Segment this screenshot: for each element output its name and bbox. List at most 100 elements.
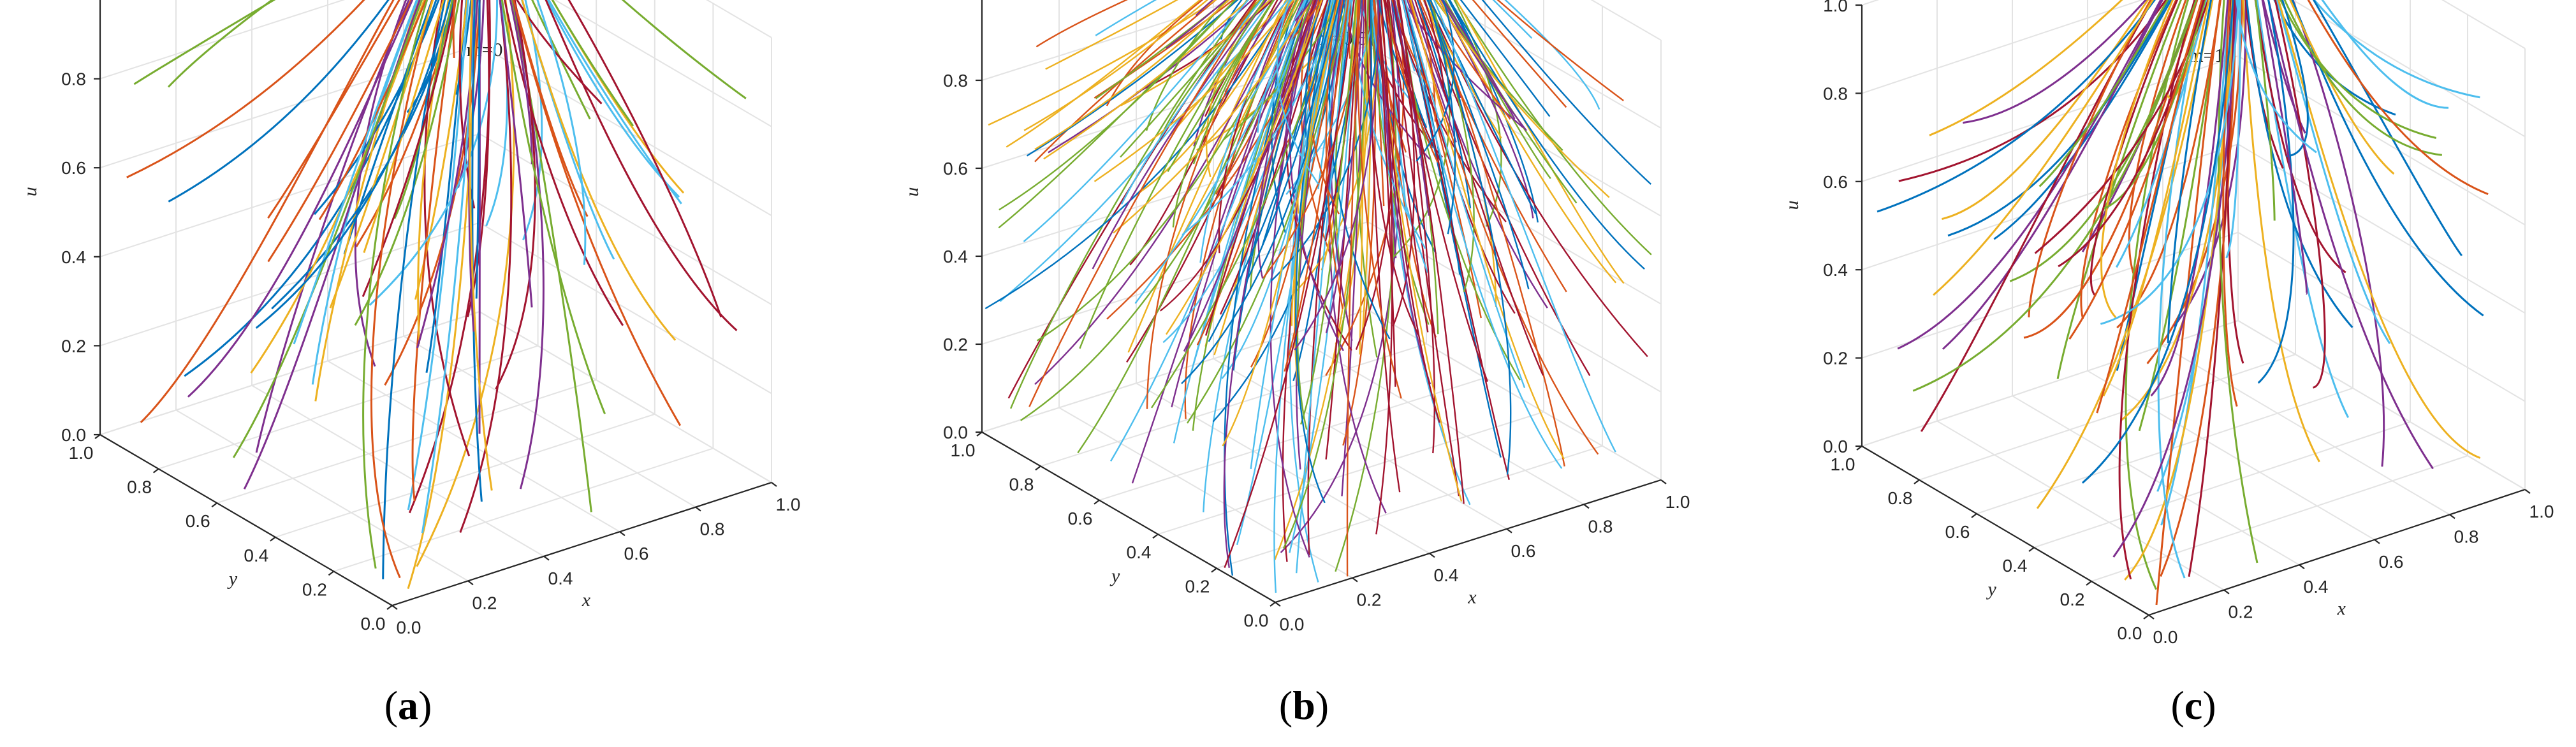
trajectory-line bbox=[998, 0, 1236, 229]
trajectory-line bbox=[1305, 0, 1322, 138]
trajectory-line bbox=[1423, 0, 1502, 139]
trajectory-line bbox=[2146, 0, 2243, 365]
trajectory-line bbox=[512, 0, 682, 426]
trajectory-line bbox=[2138, 0, 2221, 432]
trajectory-line bbox=[458, 0, 476, 209]
trajectory-line bbox=[1095, 0, 1157, 36]
y-tick-label: 0.0 bbox=[1244, 611, 1269, 630]
y-tick-label: 1.0 bbox=[1831, 454, 1855, 474]
y-tick-label: 0.2 bbox=[302, 579, 327, 599]
trajectory-line bbox=[567, 0, 722, 317]
z-tick-label: 0.4 bbox=[1823, 260, 1848, 280]
trajectory-line bbox=[1423, 0, 1445, 92]
trajectory-line bbox=[1410, 0, 1565, 460]
trajectory-line bbox=[1481, 0, 1652, 185]
trajectory-line bbox=[2292, 0, 2385, 467]
trajectory-line bbox=[1497, 0, 1624, 101]
z-tick-label: 0.2 bbox=[1823, 349, 1848, 368]
trajectory-line bbox=[2036, 0, 2214, 509]
trajectory-line bbox=[1193, 0, 1268, 147]
trajectory-line bbox=[1346, 0, 1361, 577]
trajectories bbox=[1877, 0, 2489, 606]
y-tick-label: 0.8 bbox=[127, 477, 152, 497]
trajectory-line bbox=[475, 0, 481, 299]
trajectory-line bbox=[1215, 0, 1316, 195]
panel-m0: 0.0 0.0 0.0 0.2 0.2 0.2 0.4 0.4 0.4 0.6 0.6 0.6 0.8 0… bbox=[20, 0, 800, 637]
trajectory-line bbox=[363, 0, 445, 253]
z-tick-label: 1.0 bbox=[943, 0, 968, 3]
trajectory-line bbox=[1350, 0, 1426, 249]
y-tick-label: 0.6 bbox=[1945, 522, 1970, 542]
trajectory-line bbox=[2257, 0, 2295, 384]
trajectory-line bbox=[1092, 0, 1266, 270]
y-tick-label: 0.0 bbox=[361, 614, 386, 634]
z-axis-label: u bbox=[902, 187, 923, 197]
trajectory-line bbox=[531, 0, 591, 120]
trajectory-line bbox=[2124, 0, 2234, 581]
x-tick-label: 1.0 bbox=[776, 495, 801, 514]
trajectory-line bbox=[255, 0, 451, 329]
trajectory-line bbox=[1250, 0, 1336, 470]
trajectory-line bbox=[370, 0, 434, 579]
trajectory-line bbox=[1131, 0, 1304, 484]
trajectory-line bbox=[2167, 0, 2213, 344]
trajectory-line bbox=[1427, 0, 1511, 120]
trajectory-line bbox=[1308, 0, 1340, 215]
trajectory-line bbox=[1120, 0, 1262, 205]
trajectory-line bbox=[1246, 0, 1341, 282]
trajectory-line bbox=[1370, 0, 1429, 273]
trajectory-line bbox=[2277, 0, 2481, 459]
trajectory-line bbox=[1094, 0, 1294, 182]
tick-labels: 0.0 0.0 0.0 0.2 0.2 0.2 0.4 0.4 0.4 0.6 0.6 0.6 0.8 0… bbox=[1823, 0, 2554, 647]
trajectory-line bbox=[1427, 0, 1456, 235]
trajectory-line bbox=[2150, 0, 2229, 396]
trajectory-line bbox=[1287, 0, 1322, 45]
trajectory-line bbox=[1165, 0, 1323, 335]
trajectory-line bbox=[1429, 0, 1537, 214]
trajectory-line bbox=[2028, 0, 2152, 317]
axes bbox=[976, 0, 1667, 607]
x-tick-label: 0.4 bbox=[548, 569, 573, 588]
trajectory-line bbox=[1223, 0, 1316, 568]
trajectory-line bbox=[1177, 0, 1299, 244]
trajectory-line bbox=[184, 0, 437, 377]
y-axis-label: y bbox=[1986, 579, 1997, 600]
trajectory-line bbox=[1341, 0, 1365, 497]
trajectory-line bbox=[2225, 0, 2241, 259]
trajectory-line bbox=[1920, 0, 2154, 432]
trajectory-line bbox=[2321, 0, 2449, 109]
trajectory-line bbox=[1224, 0, 1355, 569]
trajectory-line bbox=[1504, 0, 1600, 110]
trajectory-line bbox=[293, 0, 418, 345]
trajectory-line bbox=[1129, 0, 1278, 266]
y-tick-label: 0.2 bbox=[2060, 590, 2085, 609]
trajectory-line bbox=[1410, 0, 1548, 308]
trajectory-line bbox=[545, 0, 738, 331]
trajectory-line bbox=[1009, 0, 1248, 409]
trajectory-line bbox=[1034, 0, 1293, 385]
trajectory-line bbox=[1196, 0, 1323, 345]
trajectory-line bbox=[255, 0, 410, 453]
trajectory-line bbox=[1199, 0, 1293, 263]
trajectory-line bbox=[1036, 0, 1128, 48]
trajectory-line bbox=[501, 0, 606, 414]
trajectory-line bbox=[1376, 0, 1431, 385]
trajectory-line bbox=[1373, 0, 1385, 207]
x-axis-line bbox=[1275, 479, 1662, 604]
trajectory-line bbox=[1294, 0, 1336, 386]
trajectory-line bbox=[1440, 0, 1527, 131]
trajectory-line bbox=[1284, 0, 1349, 372]
trajectory-line bbox=[411, 0, 457, 502]
trajectory-line bbox=[1204, 0, 1317, 336]
z-tick-label: 0.2 bbox=[61, 336, 86, 356]
caption-b: (b) bbox=[1279, 683, 1329, 728]
trajectory-line bbox=[1492, 0, 1533, 39]
trajectory-line bbox=[1181, 0, 1345, 384]
trajectory-line bbox=[2009, 0, 2197, 282]
trajectory-line bbox=[1218, 0, 1291, 254]
trajectory-line bbox=[2255, 0, 2276, 221]
trajectory-line bbox=[133, 0, 276, 85]
trajectory-line bbox=[1441, 0, 1577, 204]
z-tick-label: 0.2 bbox=[943, 335, 968, 354]
trajectory-line bbox=[1460, 0, 1551, 117]
